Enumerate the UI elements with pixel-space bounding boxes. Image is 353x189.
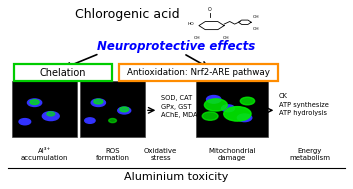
- Circle shape: [85, 118, 95, 123]
- FancyBboxPatch shape: [196, 81, 268, 137]
- Text: Mitochondrial
damage: Mitochondrial damage: [208, 148, 256, 161]
- Text: SOD, CAT
GPx, GST
AChE, MDA: SOD, CAT GPx, GST AChE, MDA: [161, 95, 197, 118]
- Text: Al³⁺
accumulation: Al³⁺ accumulation: [20, 148, 68, 161]
- Text: Chelation: Chelation: [40, 68, 86, 78]
- Text: Oxidative
stress: Oxidative stress: [144, 148, 177, 161]
- Text: OH: OH: [252, 27, 259, 31]
- Text: HO: HO: [187, 22, 194, 26]
- Circle shape: [202, 112, 218, 120]
- FancyBboxPatch shape: [119, 64, 278, 81]
- Text: CK
ATP synthesize
ATP hydrolysis: CK ATP synthesize ATP hydrolysis: [279, 93, 329, 116]
- Circle shape: [42, 112, 59, 121]
- Text: Energy
metabolism: Energy metabolism: [289, 148, 330, 161]
- Text: Antioxidation: Nrf2-ARE pathway: Antioxidation: Nrf2-ARE pathway: [127, 68, 270, 77]
- Circle shape: [222, 105, 234, 112]
- Text: OH: OH: [252, 15, 259, 19]
- Circle shape: [120, 107, 129, 112]
- FancyBboxPatch shape: [80, 81, 145, 137]
- Text: Neuroprotective effects: Neuroprotective effects: [97, 40, 256, 53]
- Text: ROS
formation: ROS formation: [96, 148, 130, 161]
- Text: O: O: [208, 7, 212, 12]
- Text: Chlorogenic acid: Chlorogenic acid: [75, 8, 180, 21]
- Circle shape: [30, 100, 39, 105]
- Circle shape: [224, 107, 251, 121]
- Circle shape: [94, 99, 103, 104]
- FancyBboxPatch shape: [14, 64, 112, 81]
- Text: OH: OH: [193, 36, 200, 40]
- FancyBboxPatch shape: [12, 81, 77, 137]
- Text: Aluminium toxicity: Aluminium toxicity: [124, 172, 229, 182]
- Circle shape: [238, 114, 252, 122]
- Circle shape: [91, 99, 106, 106]
- Circle shape: [204, 99, 227, 111]
- Circle shape: [207, 95, 221, 103]
- Circle shape: [109, 119, 116, 123]
- Circle shape: [28, 99, 42, 106]
- Text: OH: OH: [223, 36, 229, 40]
- Circle shape: [19, 119, 31, 125]
- Circle shape: [47, 112, 55, 116]
- Circle shape: [118, 107, 131, 114]
- Circle shape: [240, 97, 255, 105]
